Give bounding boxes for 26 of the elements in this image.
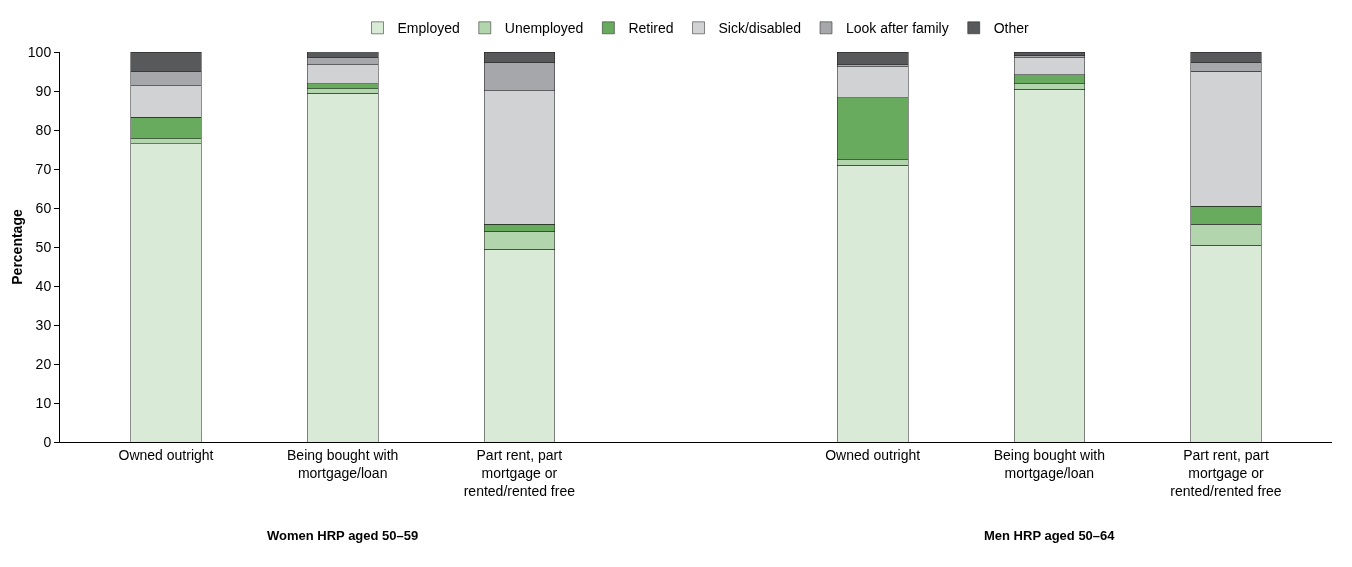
x-tick-label: Owned outright [118,446,214,463]
legend-label: Retired [628,20,674,37]
y-tick-label: 30 [35,316,52,333]
y-axis-title: Percentage [9,209,25,285]
y-tick-label: 50 [35,238,52,255]
x-tick-label: Owned outright [825,446,921,463]
legend-label: Other [993,20,1030,37]
y-tick-label: 40 [35,277,52,294]
legend-label: Employed [397,20,460,37]
y-tick-label: 80 [35,121,52,138]
y-tick-label: 0 [43,433,52,450]
y-tick-label: 70 [35,160,52,177]
y-tick-label: 90 [35,82,52,99]
legend-label: Look after family [846,20,949,37]
legend-label: Sick/disabled [718,20,802,37]
x-tick-label: Part rent, part mortgage or rented/rented free [463,446,576,500]
y-tick-label: 60 [35,199,52,216]
text: Men HRP aged 50–64 [984,528,1116,543]
x-tick-label: Being bought with mortgage/loan [993,446,1105,481]
y-tick-label: 100 [27,43,52,60]
y-tick-label: 20 [35,355,52,372]
x-tick-label: Being bought with mortgage/loan [287,446,399,481]
y-tick-label: 10 [35,394,52,411]
legend-label: Unemployed [504,20,584,37]
text: Women HRP aged 50–59 [267,528,419,543]
x-tick-label: Part rent, part mortgage or rented/rented free [1170,446,1282,500]
